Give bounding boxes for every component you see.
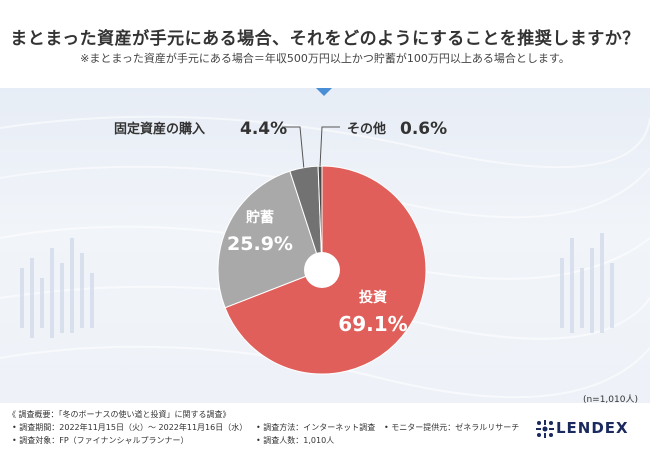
sample-size: (n=1,010人) bbox=[582, 395, 638, 405]
slice-label-fixed-assets: 固定資産の購入 bbox=[114, 121, 205, 137]
chart-title: まとまった資産が手元にある場合、それをどのようにすることを推奨しますか？ bbox=[10, 29, 640, 49]
survey-count: • 調査人数：1,010人 bbox=[256, 436, 335, 445]
footer: 《 調査概要：「冬のボーナスの使い道と投資」に関する調査》 • 調査期間：202… bbox=[0, 403, 650, 450]
survey-overview: 《 調査概要：「冬のボーナスの使い道と投資」に関する調査》 bbox=[8, 410, 231, 419]
lendex-logo: LENDEX bbox=[536, 418, 646, 440]
logo-icon bbox=[536, 420, 554, 438]
chart-subtitle: ※まとまった資産が手元にある場合＝年収500万円以上かつ貯蓄が100万円以上ある… bbox=[80, 52, 570, 65]
monitor-provider: • モニター提供元：ゼネラルリサーチ bbox=[384, 423, 520, 432]
pie-slice-other bbox=[317, 165, 323, 271]
leader-line-other bbox=[319, 126, 340, 167]
slice-label-other: その他 bbox=[347, 121, 386, 137]
header: まとまった資産が手元にある場合、それをどのようにすることを推奨しますか？ ※まと… bbox=[0, 0, 650, 88]
slice-value-savings: 25.9% bbox=[227, 233, 293, 255]
pie-slice-savings bbox=[217, 170, 323, 309]
slice-label-investment: 投資 bbox=[359, 289, 387, 306]
slice-value-investment: 69.1% bbox=[338, 312, 407, 336]
survey-target: • 調査対象：FP（ファイナンシャルプランナー） bbox=[12, 436, 189, 445]
slice-label-savings: 貯蓄 bbox=[246, 209, 274, 226]
pointer-triangle bbox=[316, 88, 332, 96]
leader-line-fixed-assets bbox=[282, 126, 305, 168]
pie-center-hole bbox=[304, 252, 340, 288]
slice-value-fixed-assets: 4.4% bbox=[240, 119, 287, 139]
survey-period: • 調査期間：2022年11月15日（火）〜 2022年11月16日（水） bbox=[12, 423, 248, 432]
slice-value-other: 0.6% bbox=[400, 119, 447, 139]
logo-text: LENDEX bbox=[556, 419, 629, 437]
survey-method: • 調査方法：インターネット調査 bbox=[256, 423, 376, 432]
